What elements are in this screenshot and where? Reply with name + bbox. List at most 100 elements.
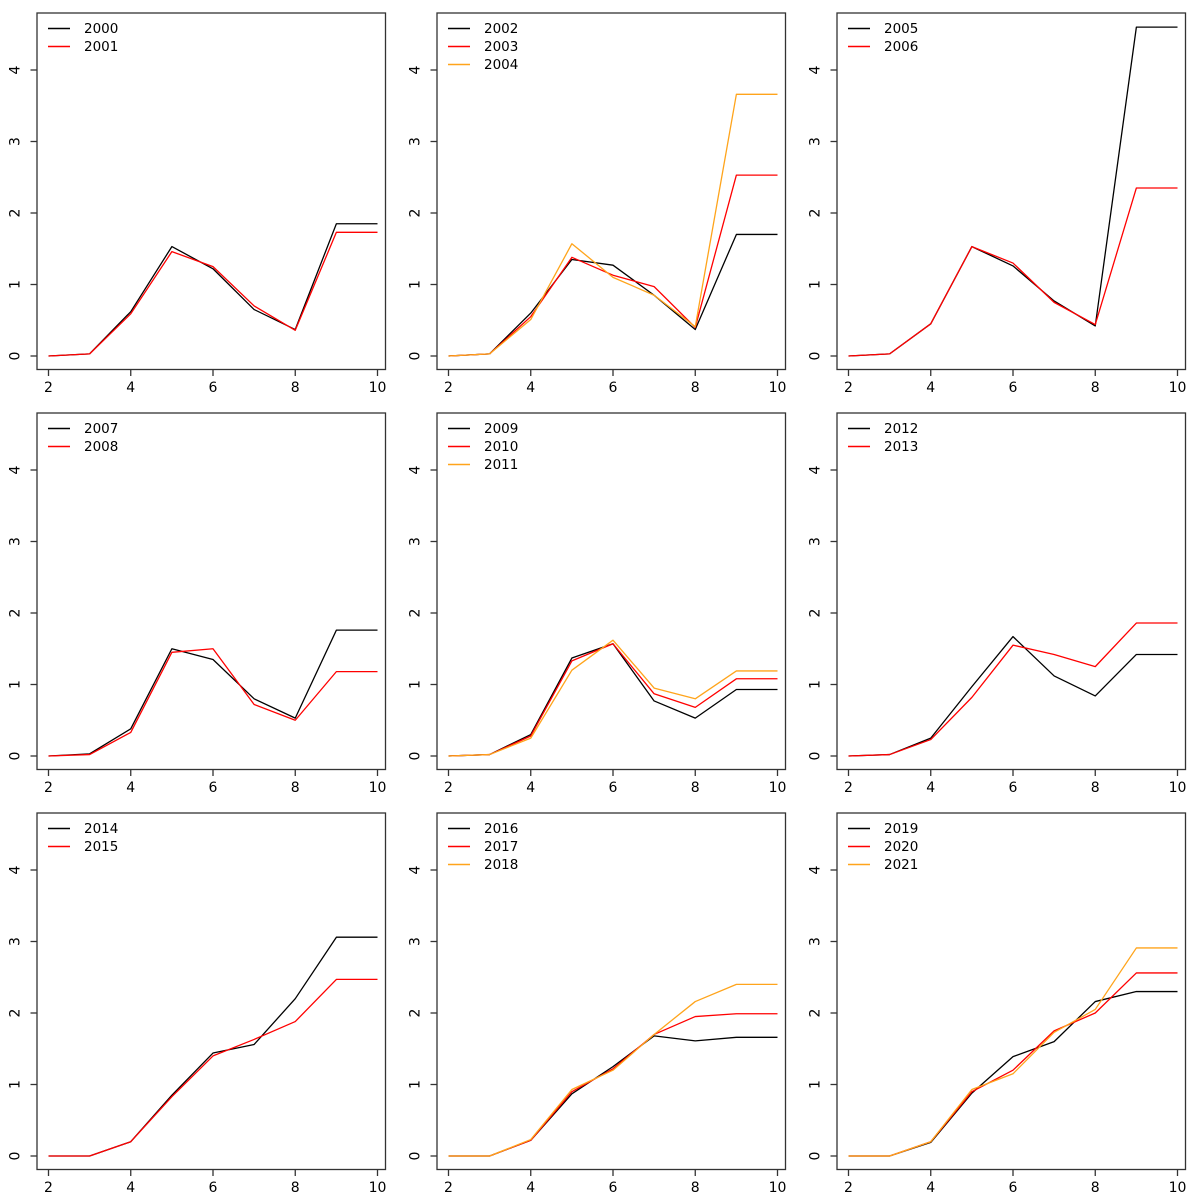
legend-label-2001: 2001 (84, 39, 118, 55)
series-line-2008 (48, 648, 378, 757)
x-tick-label: 2 (444, 1180, 453, 1196)
y-tick-label: 0 (808, 752, 824, 761)
y-tick-label: 0 (808, 1152, 824, 1161)
legend-label-2007: 2007 (84, 421, 118, 437)
plot-box (836, 12, 1187, 371)
series-line-2005 (848, 26, 1178, 357)
series-line-2012 (848, 635, 1178, 757)
x-tick-label: 6 (609, 1180, 618, 1196)
x-tick-label: 2 (844, 780, 853, 796)
series-line-2004 (448, 93, 778, 357)
y-tick-label: 3 (408, 937, 424, 946)
y-tick-label: 2 (808, 209, 824, 218)
y-tick-label: 2 (408, 209, 424, 218)
series-line-2002 (448, 233, 778, 357)
chart-panel-2019-2020-2021: 2 4 6 8 10 0 1 2 3 4 2019 2020 2021 (800, 800, 1200, 1200)
x-tick-label: 4 (926, 780, 935, 796)
y-tick-label: 1 (808, 680, 824, 689)
chart-panel-2000-2001: 2 4 6 8 10 0 1 2 3 4 2000 2001 (0, 0, 400, 400)
x-tick-label: 2 (444, 780, 453, 796)
y-tick-label: 1 (808, 280, 824, 289)
legend-label-2003: 2003 (484, 39, 518, 55)
x-tick-label: 6 (1009, 1180, 1018, 1196)
x-tick-label: 8 (691, 1180, 700, 1196)
series-line-2016 (448, 1035, 778, 1157)
y-tick-label: 2 (408, 609, 424, 618)
y-tick-label: 3 (808, 537, 824, 546)
series-line-2007 (48, 629, 378, 757)
x-tick-label: 6 (209, 380, 218, 396)
y-tick-label: 3 (408, 537, 424, 546)
x-tick-label: 2 (44, 380, 53, 396)
y-tick-label: 0 (408, 352, 424, 361)
x-tick-label: 6 (1009, 380, 1018, 396)
y-tick-label: 2 (8, 209, 24, 218)
legend-label-2012: 2012 (884, 421, 918, 437)
x-tick-label: 2 (44, 1180, 53, 1196)
y-tick-label: 1 (8, 280, 24, 289)
x-tick-label: 10 (369, 380, 387, 396)
plot-box (436, 812, 787, 1171)
chart-panel-2012-2013: 2 4 6 8 10 0 1 2 3 4 2012 2013 (800, 400, 1200, 800)
y-tick-label: 0 (8, 752, 24, 761)
legend-label-2000: 2000 (84, 21, 118, 37)
y-tick-label: 2 (808, 609, 824, 618)
y-tick-label: 1 (408, 280, 424, 289)
x-tick-label: 10 (769, 1180, 787, 1196)
legend-label-2010: 2010 (484, 439, 518, 455)
x-tick-label: 4 (926, 380, 935, 396)
y-tick-label: 3 (8, 537, 24, 546)
series-line-2006 (848, 187, 1178, 357)
x-tick-label: 10 (1169, 780, 1187, 796)
x-tick-label: 6 (209, 780, 218, 796)
series-line-2020 (848, 972, 1178, 1157)
plot-box (36, 812, 387, 1171)
legend-label-2009: 2009 (484, 421, 518, 437)
x-tick-label: 10 (769, 380, 787, 396)
y-tick-label: 4 (8, 865, 24, 874)
x-tick-label: 4 (126, 380, 135, 396)
x-tick-label: 2 (44, 780, 53, 796)
legend-label-2017: 2017 (484, 839, 518, 855)
chart-panel-2014-2015: 2 4 6 8 10 0 1 2 3 4 2014 2015 (0, 800, 400, 1200)
x-tick-label: 4 (126, 780, 135, 796)
y-tick-label: 1 (8, 1080, 24, 1089)
plot-svg: 2 4 6 8 10 0 1 2 3 4 2005 2006 (808, 12, 1187, 396)
x-tick-label: 4 (126, 1180, 135, 1196)
y-tick-label: 2 (8, 1009, 24, 1018)
x-tick-label: 8 (1091, 380, 1100, 396)
x-tick-label: 6 (609, 780, 618, 796)
x-tick-label: 8 (691, 780, 700, 796)
x-tick-label: 8 (291, 780, 300, 796)
y-tick-label: 0 (408, 752, 424, 761)
legend-label-2013: 2013 (884, 439, 918, 455)
chart-panel-2016-2017-2018: 2 4 6 8 10 0 1 2 3 4 2016 2017 2018 (400, 800, 800, 1200)
x-tick-label: 8 (691, 380, 700, 396)
y-tick-label: 3 (408, 137, 424, 146)
series-line-2018 (448, 983, 778, 1157)
y-tick-label: 4 (808, 865, 824, 874)
x-tick-label: 2 (444, 380, 453, 396)
series-line-2009 (448, 643, 778, 757)
plot-svg: 2 4 6 8 10 0 1 2 3 4 2016 2017 2018 (408, 812, 787, 1196)
plot-svg: 2 4 6 8 10 0 1 2 3 4 2007 2008 (8, 412, 387, 796)
series-line-2014 (48, 936, 378, 1157)
x-tick-label: 6 (1009, 780, 1018, 796)
x-tick-label: 10 (769, 780, 787, 796)
y-tick-label: 4 (808, 65, 824, 74)
plot-box (436, 12, 787, 371)
y-tick-label: 3 (8, 937, 24, 946)
x-tick-label: 4 (526, 1180, 535, 1196)
x-tick-label: 10 (369, 780, 387, 796)
y-tick-label: 2 (8, 609, 24, 618)
y-tick-label: 2 (408, 1009, 424, 1018)
chart-panel-2007-2008: 2 4 6 8 10 0 1 2 3 4 2007 2008 (0, 400, 400, 800)
plot-svg: 2 4 6 8 10 0 1 2 3 4 2000 2001 (8, 12, 387, 396)
legend-label-2008: 2008 (84, 439, 118, 455)
legend-label-2002: 2002 (484, 21, 518, 37)
y-tick-label: 1 (808, 1080, 824, 1089)
legend-label-2021: 2021 (884, 857, 918, 873)
legend-label-2020: 2020 (884, 839, 918, 855)
chart-panel-2002-2003-2004: 2 4 6 8 10 0 1 2 3 4 2002 2003 2004 (400, 0, 800, 400)
legend-label-2018: 2018 (484, 857, 518, 873)
